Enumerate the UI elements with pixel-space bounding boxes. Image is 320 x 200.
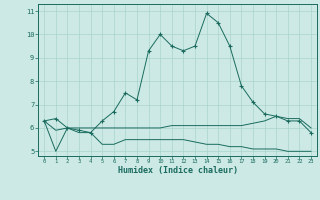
X-axis label: Humidex (Indice chaleur): Humidex (Indice chaleur): [118, 166, 238, 175]
